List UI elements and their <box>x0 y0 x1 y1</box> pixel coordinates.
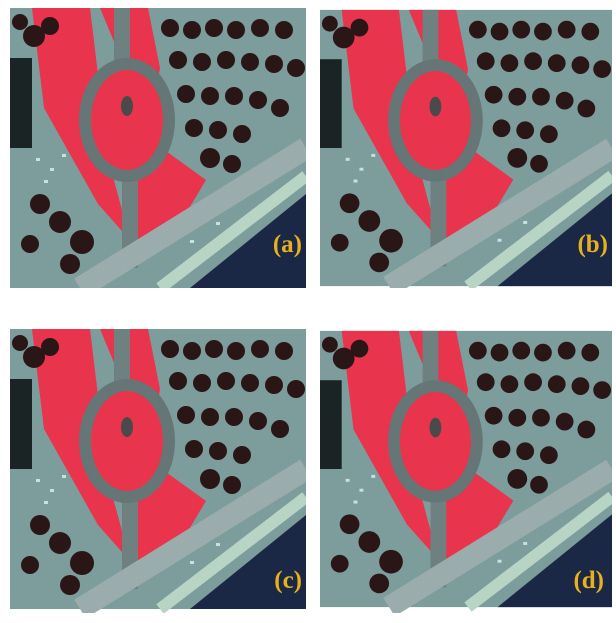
panel-label: (c) <box>274 567 302 594</box>
figure: (a) (b) (c) (d) <box>0 0 616 618</box>
panel-label: (b) <box>577 231 608 258</box>
panel-label: (d) <box>573 567 604 594</box>
panel-b: (b) <box>320 10 612 286</box>
panel-label: (a) <box>273 231 302 258</box>
panel-d: (d) <box>320 331 612 607</box>
panel-c: (c) <box>10 329 306 609</box>
panel-a: (a) <box>10 8 306 288</box>
